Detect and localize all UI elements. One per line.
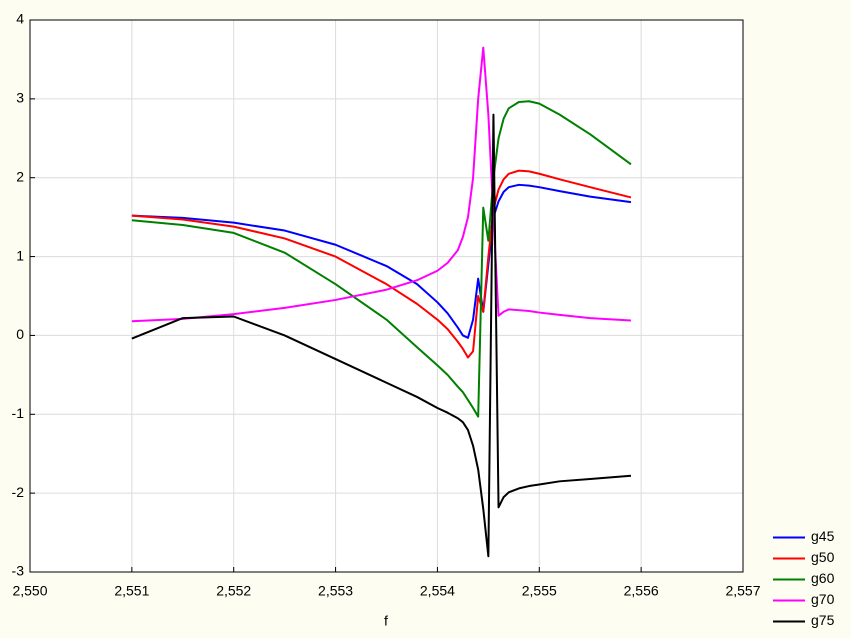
x-tick-label: 2,552 [216, 583, 251, 599]
x-axis-label: f [384, 613, 388, 629]
y-tick-label: 1 [16, 247, 24, 263]
legend-label: g70 [811, 591, 835, 607]
x-tick-label: 2,550 [12, 583, 47, 599]
plot-area [30, 20, 743, 572]
legend-label: g45 [811, 528, 835, 544]
series-line [131, 169, 632, 359]
y-tick-label: -3 [12, 563, 25, 579]
series-line [131, 100, 632, 418]
plot-frame [29, 19, 744, 573]
x-tick-label: 2,557 [725, 583, 760, 599]
x-tick-label: 2,556 [624, 583, 659, 599]
legend-label: g50 [811, 549, 835, 565]
series-line [131, 113, 632, 558]
legend-label: g60 [811, 570, 835, 586]
x-tick-label: 2,553 [318, 583, 353, 599]
y-tick-label: 3 [16, 90, 24, 106]
y-tick-label: 0 [16, 326, 24, 342]
x-tick-label: 2,555 [522, 583, 557, 599]
y-tick-label: 4 [16, 11, 24, 27]
series-line [131, 183, 632, 339]
x-tick-label: 2,551 [114, 583, 149, 599]
y-tick-label: -2 [12, 484, 25, 500]
y-tick-label: 2 [16, 168, 24, 184]
y-tick-label: -1 [12, 405, 25, 421]
x-tick-label: 2,554 [420, 583, 455, 599]
legend-label: g75 [811, 612, 835, 628]
series-line [131, 46, 632, 323]
